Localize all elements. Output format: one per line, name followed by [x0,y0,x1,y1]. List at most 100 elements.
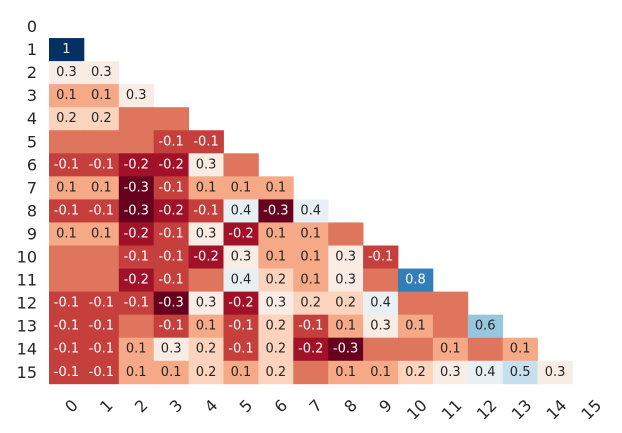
cell-label-14-5: -0.1 [228,342,253,357]
cell-label-7-2: -0.3 [124,180,149,195]
heatmap-cell-14-13 [502,337,538,362]
heatmap-cell-15-13 [502,360,538,385]
heatmap-cell-11-8 [328,268,364,292]
heatmap-cell-8-7 [293,199,329,223]
cell-label-1-0: 1 [62,42,70,57]
heatmap-cell-15-6 [258,360,294,385]
heatmap-cell-9-1 [83,222,120,246]
heatmap-cell-10-8 [328,245,364,269]
cell-label-8-5: 0.4 [231,203,252,218]
x-tick-label-14: 14 [543,396,571,424]
cell-label-10-7: 0.1 [300,250,321,265]
heatmap-cell-14-0 [49,337,85,362]
cell-label-12-1: -0.1 [89,296,114,311]
x-tick-label-6: 6 [271,396,292,417]
cell-label-13-7: -0.1 [298,319,323,334]
cell-label-7-1: 0.1 [91,180,112,195]
heatmap-cell-11-7 [293,268,329,292]
heatmap-cell-15-2 [118,360,155,385]
heatmap-cell-14-5 [223,337,259,362]
cell-label-5-4: -0.1 [193,134,218,149]
cell-label-14-13: 0.1 [510,342,531,357]
heatmap-cell-14-2 [118,337,155,362]
cell-label-12-3: -0.3 [158,296,183,311]
cell-label-11-2: -0.2 [124,273,149,288]
heatmap-cell-10-1 [83,245,120,269]
heatmap-cell-13-11 [432,314,469,339]
cell-label-11-8: 0.3 [335,273,356,288]
cell-label-9-5: -0.2 [228,226,253,241]
cell-label-8-4: -0.1 [193,203,218,218]
heatmap-cell-10-6 [258,245,294,269]
heatmap-cell-10-0 [49,245,85,269]
heatmap-cell-13-9 [363,314,399,339]
heatmap-cell-12-7 [293,291,329,316]
heatmap-cell-10-4 [188,245,224,269]
heatmap-cell-4-1 [83,107,120,131]
heatmap-cell-11-6 [258,268,294,292]
cell-label-15-5: 0.1 [231,365,252,380]
cell-label-8-3: -0.2 [158,203,183,218]
heatmap-cell-9-8 [328,222,364,246]
heatmap-cell-9-4 [188,222,224,246]
cell-label-7-0: 0.1 [56,180,77,195]
cell-label-12-9: 0.4 [370,296,391,311]
x-tick-label-1: 1 [96,396,117,417]
heatmap-cell-4-2 [118,107,155,131]
heatmap-cell-11-4 [188,268,224,292]
heatmap-cell-15-11 [432,360,469,385]
x-tick-label-3: 3 [166,396,187,417]
y-tick-label-8: 8 [27,201,37,220]
heatmap-cell-15-0 [49,360,85,385]
heatmap-cell-12-11 [432,291,469,316]
heatmap-cell-13-4 [188,314,224,339]
heatmap-cell-12-8 [328,291,364,316]
heatmap-cell-13-5 [223,314,259,339]
y-tick-label-10: 10 [17,248,37,267]
cell-label-14-8: -0.3 [333,342,358,357]
x-tick-label-10: 10 [403,396,431,424]
heatmap-cell-6-5 [223,153,259,177]
heatmap-cell-10-2 [118,245,155,269]
heatmap-cell-14-1 [83,337,120,362]
heatmap-cell-14-11 [432,337,469,362]
cell-label-15-8: 0.1 [335,365,356,380]
cell-label-14-7: -0.2 [298,342,323,357]
heatmap-cell-7-4 [188,176,224,200]
heatmap-cell-13-3 [153,314,189,339]
cell-label-12-7: 0.2 [300,296,321,311]
heatmap-cell-14-8 [328,337,364,362]
y-tick-label-2: 2 [27,63,37,82]
cell-label-7-3: -0.1 [158,180,183,195]
cell-label-6-2: -0.2 [124,157,149,172]
cell-label-6-0: -0.1 [54,157,79,172]
cell-label-14-11: 0.1 [440,342,461,357]
heatmap-cells [49,38,573,385]
heatmap-cell-13-1 [83,314,120,339]
heatmap-cell-3-1 [83,84,120,108]
heatmap-cell-10-7 [293,245,329,269]
heatmap-cell-5-2 [118,130,155,154]
heatmap-cell-15-9 [363,360,399,385]
cell-label-15-2: 0.1 [126,365,147,380]
cell-label-13-8: 0.1 [335,319,356,334]
heatmap-cell-8-3 [153,199,189,223]
heatmap-cell-8-1 [83,199,120,223]
cell-label-7-6: 0.1 [266,180,287,195]
heatmap-cell-15-3 [153,360,189,385]
cell-label-6-1: -0.1 [89,157,114,172]
cell-label-13-0: -0.1 [54,319,79,334]
cell-label-10-6: 0.1 [266,250,287,265]
heatmap-cell-7-5 [223,176,259,200]
cell-label-14-6: 0.2 [266,342,287,357]
y-tick-label-14: 14 [17,340,37,359]
cell-label-10-9: -0.1 [368,250,393,265]
heatmap-cell-13-0 [49,314,85,339]
cell-label-15-12: 0.4 [475,365,496,380]
heatmap-cell-9-7 [293,222,329,246]
heatmap-cell-12-9 [363,291,399,316]
heatmap-cell-5-1 [83,130,120,154]
cell-label-15-1: -0.1 [89,365,114,380]
cell-label-10-8: 0.3 [335,250,356,265]
